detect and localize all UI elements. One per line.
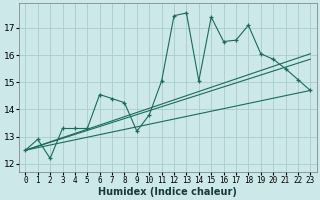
X-axis label: Humidex (Indice chaleur): Humidex (Indice chaleur) [98,187,237,197]
